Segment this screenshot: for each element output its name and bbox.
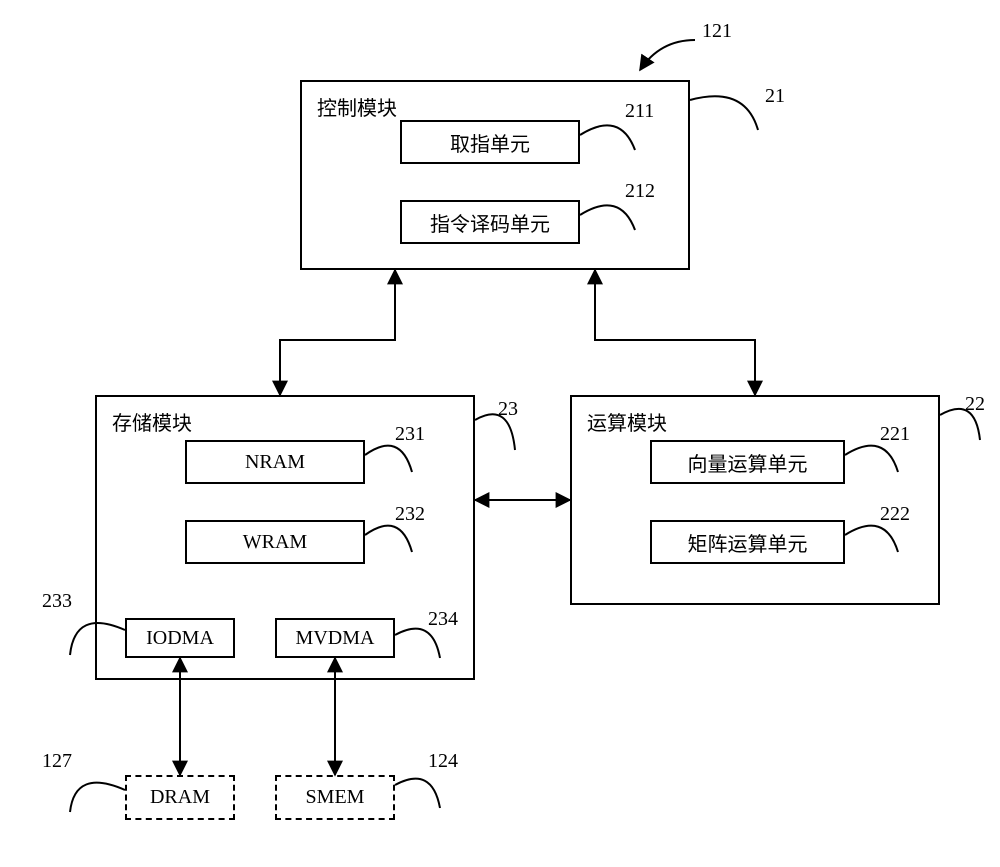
dram-label: DRAM: [150, 786, 210, 809]
ref-211: 211: [625, 100, 654, 123]
smem-label: SMEM: [306, 786, 365, 809]
ref-127: 127: [42, 750, 72, 773]
ref-231: 231: [395, 423, 425, 446]
ref-221: 221: [880, 423, 910, 446]
wram-label: WRAM: [243, 531, 307, 554]
matrix-unit-label: 矩阵运算单元: [688, 528, 808, 557]
ref-233: 233: [42, 590, 72, 613]
mvdma-unit: MVDMA: [275, 618, 395, 658]
mvdma-label: MVDMA: [296, 627, 375, 650]
ref-23: 23: [498, 398, 518, 421]
ref-22: 22: [965, 393, 985, 416]
iodma-unit: IODMA: [125, 618, 235, 658]
ref-21: 21: [765, 85, 785, 108]
ref-124: 124: [428, 750, 458, 773]
fetch-unit-label: 取指单元: [450, 128, 530, 157]
control-module-title: 控制模块: [317, 92, 397, 121]
fetch-unit: 取指单元: [400, 120, 580, 164]
storage-module-title: 存储模块: [112, 407, 192, 436]
figure-ref-label: 121: [702, 20, 732, 43]
vector-unit: 向量运算单元: [650, 440, 845, 484]
ref-222: 222: [880, 503, 910, 526]
decode-unit-label: 指令译码单元: [430, 208, 550, 237]
vector-unit-label: 向量运算单元: [688, 448, 808, 477]
smem-box: SMEM: [275, 775, 395, 820]
ref-212: 212: [625, 180, 655, 203]
ref-234: 234: [428, 608, 458, 631]
compute-module-title: 运算模块: [587, 407, 667, 436]
dram-box: DRAM: [125, 775, 235, 820]
decode-unit: 指令译码单元: [400, 200, 580, 244]
nram-unit: NRAM: [185, 440, 365, 484]
wram-unit: WRAM: [185, 520, 365, 564]
ref-232: 232: [395, 503, 425, 526]
matrix-unit: 矩阵运算单元: [650, 520, 845, 564]
iodma-label: IODMA: [146, 627, 214, 650]
nram-label: NRAM: [245, 451, 305, 474]
